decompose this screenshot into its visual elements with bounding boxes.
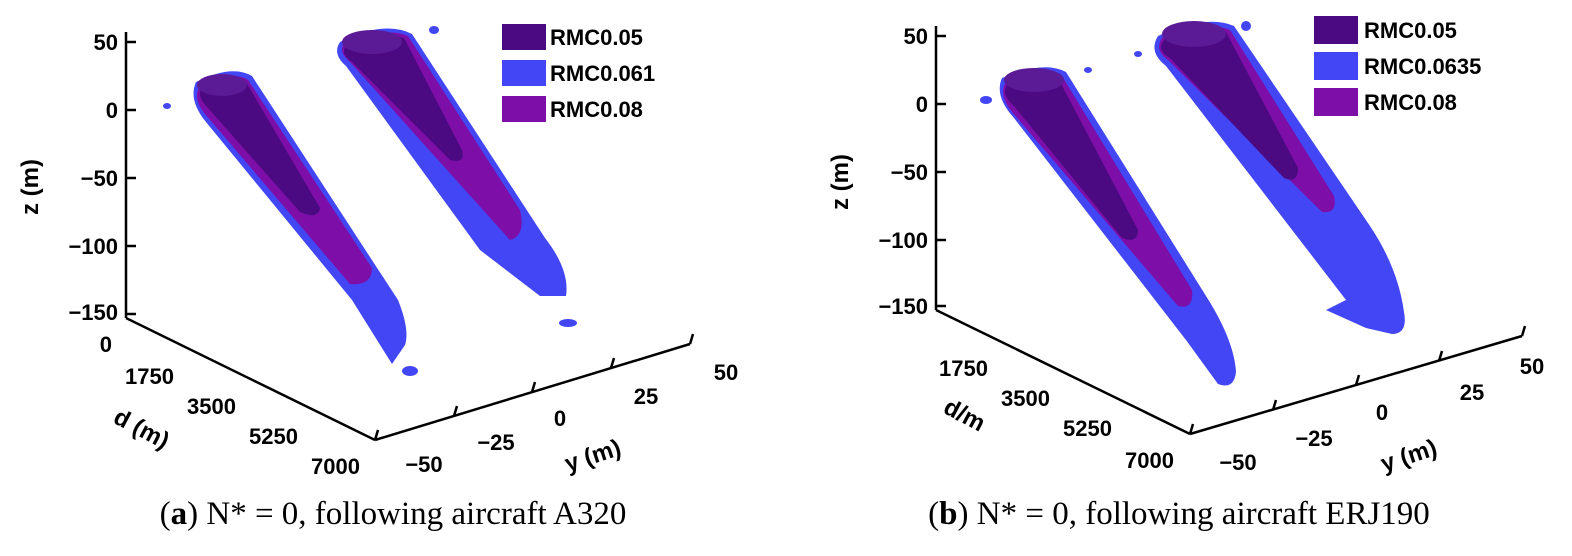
- caption-letter: b: [939, 496, 958, 532]
- legend-swatch-rmc-mid: [1314, 52, 1358, 80]
- y-tick-label: 50: [714, 360, 738, 385]
- y-tick-label: −50: [1219, 450, 1256, 475]
- z-tick-label: −100: [878, 228, 928, 253]
- legend-label: RMC0.05: [1364, 18, 1457, 43]
- caption-text: N* = 0, following aircraft ERJ190: [968, 496, 1430, 532]
- isosurface-fragment: [1241, 21, 1251, 31]
- z-tick-label: −100: [68, 234, 118, 259]
- z-tick-label: 0: [916, 92, 928, 117]
- z-tick-label: −50: [81, 166, 118, 191]
- chart-b: 50 0 −50 −100 −150 z (m) 1750 3500 5250 …: [827, 16, 1544, 478]
- legend-label: RMC0.08: [1364, 90, 1457, 115]
- z-tick-label: −150: [68, 300, 118, 325]
- d-axis-label: d/m: [939, 393, 989, 437]
- isosurface-rmc-low: [200, 79, 320, 216]
- d-axis-line: [125, 316, 376, 442]
- y-tick-label: 25: [634, 384, 658, 409]
- z-tick-label: 50: [904, 24, 928, 49]
- y-tick-label: 50: [1520, 354, 1544, 379]
- d-tick-label: 3500: [1001, 386, 1050, 411]
- d-tick-label: 1750: [125, 364, 174, 389]
- z-axis-label: z (m): [827, 154, 854, 210]
- legend: RMC0.05 RMC0.061 RMC0.08: [502, 24, 655, 122]
- legend-label: RMC0.05: [550, 25, 643, 50]
- isosurface-fragment: [402, 366, 418, 376]
- y-axis-label: y (m): [562, 434, 625, 477]
- z-tick-label: −50: [891, 160, 928, 185]
- y-tick-label: 0: [554, 406, 566, 431]
- y-tick-label: 25: [1460, 380, 1484, 405]
- legend-label: RMC0.0635: [1364, 54, 1481, 79]
- isosurface-rmc-low: [344, 35, 463, 161]
- isosurface-cap: [197, 74, 247, 96]
- isosurface-cap: [1004, 68, 1064, 92]
- y-tick-label: −25: [477, 430, 514, 455]
- isosurface-fragment: [429, 26, 439, 34]
- legend-swatch-rmc-high: [1314, 88, 1358, 116]
- caption-text: N* = 0, following aircraft A320: [198, 496, 627, 532]
- legend: RMC0.05 RMC0.0635 RMC0.08: [1314, 16, 1481, 116]
- y-tick-label: −50: [405, 452, 442, 477]
- isosurface-fragment: [163, 103, 171, 109]
- isosurface-rmc-low: [1161, 29, 1298, 180]
- y-ticks: [1188, 325, 1527, 435]
- chart-a: 50 0 −50 −100 −150 z (m) 0 1750 3500 525…: [17, 24, 738, 479]
- d-tick-label: 5250: [1063, 416, 1112, 441]
- d-tick-label: 7000: [1125, 448, 1174, 473]
- panel-a: 50 0 −50 −100 −150 z (m) 0 1750 3500 525…: [17, 24, 738, 532]
- legend-label: RMC0.061: [550, 61, 655, 86]
- z-axis-label: z (m): [17, 159, 44, 215]
- isosurface-cap: [1162, 21, 1226, 47]
- d-tick-label: 5250: [249, 424, 298, 449]
- legend-swatch-rmc-low: [1314, 16, 1358, 44]
- wake-right: [1154, 21, 1405, 334]
- y-axis-label: y (m): [1378, 434, 1441, 477]
- wake-left: [163, 71, 418, 376]
- legend-swatch-rmc-low: [502, 24, 546, 50]
- z-tick-label: 50: [94, 30, 118, 55]
- z-ticks: [936, 34, 946, 308]
- d-tick-label: 0: [100, 332, 112, 357]
- isosurface-fragment: [1084, 67, 1092, 73]
- y-tick-label: −25: [1295, 426, 1332, 451]
- z-tick-label: −150: [878, 294, 928, 319]
- y-ticks: [373, 333, 695, 441]
- y-tick-label: 0: [1376, 400, 1388, 425]
- isosurface-fragment: [980, 96, 992, 104]
- isosurface-rmc-low: [1005, 75, 1138, 240]
- d-tick-label: 3500: [187, 394, 236, 419]
- d-tick-label: 1750: [939, 356, 988, 381]
- legend-swatch-rmc-high: [502, 96, 546, 122]
- legend-swatch-rmc-mid: [502, 60, 546, 86]
- wake-left: [980, 51, 1236, 386]
- d-axis-line: [935, 308, 1191, 436]
- z-tick-label: 0: [106, 98, 118, 123]
- d-tick-label: 7000: [311, 454, 360, 479]
- caption-letter: a: [170, 496, 188, 532]
- z-ticks: [126, 40, 136, 316]
- caption-a: (a) N* = 0, following aircraft A320: [159, 496, 627, 532]
- d-axis-label: d (m): [109, 403, 173, 454]
- isosurface-fragment: [559, 319, 577, 327]
- isosurface-cap: [342, 30, 402, 54]
- wake-right: [337, 26, 577, 327]
- legend-label: RMC0.08: [550, 97, 643, 122]
- panel-b: 50 0 −50 −100 −150 z (m) 1750 3500 5250 …: [786, 0, 1572, 556]
- caption-b: (b) N* = 0, following aircraft ERJ190: [928, 496, 1430, 532]
- isosurface-fragment: [1134, 51, 1142, 57]
